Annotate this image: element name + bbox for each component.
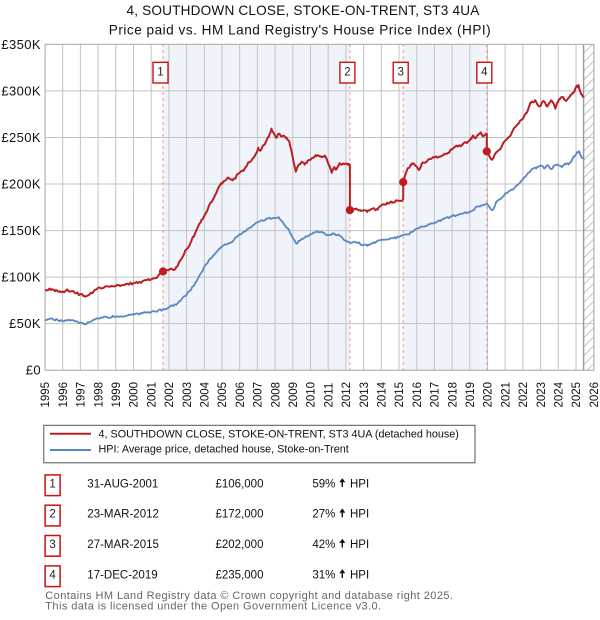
svg-text:2001: 2001 — [146, 382, 158, 408]
svg-text:HPI: HPI — [350, 478, 369, 490]
svg-text:£235,000: £235,000 — [216, 569, 264, 581]
svg-text:31-AUG-2001: 31-AUG-2001 — [87, 478, 158, 490]
svg-text:2005: 2005 — [217, 382, 229, 408]
svg-text:2022: 2022 — [518, 382, 530, 408]
svg-text:2: 2 — [49, 509, 55, 521]
svg-text:2010: 2010 — [306, 382, 318, 408]
svg-text:4: 4 — [481, 67, 488, 79]
svg-text:£50K: £50K — [9, 316, 41, 331]
svg-text:HPI: HPI — [350, 569, 369, 581]
svg-text:59%: 59% — [312, 478, 335, 490]
svg-text:1996: 1996 — [58, 382, 70, 408]
svg-text:2023: 2023 — [536, 382, 548, 408]
svg-text:27%: 27% — [312, 509, 335, 521]
svg-text:2024: 2024 — [554, 381, 566, 407]
svg-text:HPI: HPI — [350, 539, 369, 551]
svg-text:27-MAR-2015: 27-MAR-2015 — [87, 539, 159, 551]
svg-text:2007: 2007 — [253, 382, 265, 408]
svg-text:2026: 2026 — [589, 382, 600, 408]
svg-text:2021: 2021 — [500, 382, 512, 408]
svg-text:4, SOUTHDOWN CLOSE, STOKE-ON-T: 4, SOUTHDOWN CLOSE, STOKE-ON-TRENT, ST3 … — [99, 428, 459, 440]
svg-text:HPI: HPI — [350, 509, 369, 521]
svg-text:HPI: Average price, detached h: HPI: Average price, detached house, Stok… — [99, 443, 349, 455]
svg-text:Contains HM Land Registry data: Contains HM Land Registry data © Crown c… — [45, 590, 453, 602]
svg-text:£172,000: £172,000 — [216, 509, 264, 521]
svg-text:2009: 2009 — [288, 382, 300, 408]
svg-text:£100K: £100K — [1, 270, 41, 285]
svg-text:2020: 2020 — [483, 382, 495, 408]
svg-text:2016: 2016 — [412, 382, 424, 408]
svg-text:2025: 2025 — [571, 382, 583, 408]
svg-text:2002: 2002 — [164, 382, 176, 408]
svg-text:23-MAR-2012: 23-MAR-2012 — [87, 509, 159, 521]
svg-text:2: 2 — [344, 67, 350, 79]
svg-text:£106,000: £106,000 — [216, 478, 264, 490]
svg-text:£0: £0 — [26, 363, 41, 378]
svg-text:£202,000: £202,000 — [216, 539, 264, 551]
svg-text:1: 1 — [157, 67, 163, 79]
svg-text:3: 3 — [49, 539, 55, 551]
svg-text:£250K: £250K — [1, 130, 41, 145]
svg-text:1: 1 — [49, 478, 55, 490]
svg-text:Price paid vs. HM Land Registr: Price paid vs. HM Land Registry's House … — [109, 22, 491, 37]
svg-text:2012: 2012 — [341, 382, 353, 408]
svg-text:£350K: £350K — [1, 37, 41, 52]
svg-text:1999: 1999 — [111, 382, 123, 408]
svg-text:2014: 2014 — [377, 381, 389, 407]
svg-text:2015: 2015 — [394, 382, 406, 408]
svg-text:42%: 42% — [312, 539, 335, 551]
svg-text:2008: 2008 — [270, 382, 282, 408]
svg-text:3: 3 — [397, 67, 403, 79]
svg-text:4: 4 — [49, 569, 56, 581]
svg-text:2018: 2018 — [447, 382, 459, 408]
svg-text:1997: 1997 — [76, 382, 88, 408]
svg-text:2003: 2003 — [182, 382, 194, 408]
svg-text:1998: 1998 — [93, 382, 105, 408]
svg-text:2000: 2000 — [129, 382, 141, 408]
svg-text:4, SOUTHDOWN CLOSE, STOKE-ON-T: 4, SOUTHDOWN CLOSE, STOKE-ON-TRENT, ST3 … — [126, 3, 480, 18]
svg-text:2013: 2013 — [359, 382, 371, 408]
svg-text:£200K: £200K — [1, 176, 41, 191]
svg-text:2017: 2017 — [430, 382, 442, 408]
svg-text:1995: 1995 — [40, 382, 52, 408]
svg-text:2006: 2006 — [235, 382, 247, 408]
svg-text:17-DEC-2019: 17-DEC-2019 — [87, 569, 157, 581]
svg-text:31%: 31% — [312, 569, 335, 581]
svg-text:2019: 2019 — [465, 382, 477, 408]
svg-text:This data is licensed under th: This data is licensed under the Open Gov… — [45, 600, 381, 612]
svg-text:2004: 2004 — [200, 381, 212, 407]
svg-text:£150K: £150K — [1, 223, 41, 238]
svg-text:2011: 2011 — [323, 383, 335, 408]
svg-text:£300K: £300K — [1, 83, 41, 98]
